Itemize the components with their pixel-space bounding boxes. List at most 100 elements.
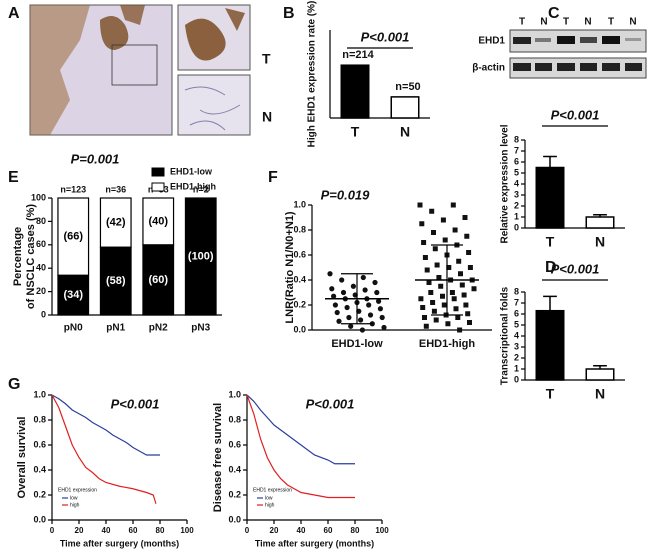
data-point [463,302,469,308]
data-point [367,312,374,318]
data-point [334,309,340,316]
x-tick-label: 100 [180,526,194,535]
panel-letter: E [8,169,19,186]
y-tick-label: 0 [41,309,46,319]
bar-segment [142,197,175,246]
lane-label: T [563,17,569,28]
segment-label: (40) [148,215,168,227]
lane-label: T [519,17,525,28]
survival-curve [246,394,355,499]
error-bar [543,155,557,168]
data-point [457,327,463,333]
y-tick-label: 20 [36,286,46,296]
data-point [379,314,385,321]
data-point [346,314,352,321]
sample-size: n=123 [60,184,86,194]
legend-label: low [70,495,78,501]
y-tick-label: 0.4 [33,464,46,474]
data-point [431,308,437,314]
data-point [464,233,470,239]
lane-label: T [608,17,614,28]
legend-swatch [151,167,165,177]
data-point [372,279,378,286]
panel-letter: B [283,5,295,22]
x-tick-label: 0 [245,526,250,535]
data-point [374,289,380,296]
bar [390,96,420,119]
image-label: T [262,51,271,67]
y-axis-label: of NSCLC cases (%) [25,204,37,309]
lane-label: N [629,17,636,28]
y-axis-label: Disease free survival [212,403,224,512]
data-point [440,293,445,299]
x-tick-label: pN3 [191,323,210,334]
error-bar [593,214,607,217]
y-tick-label: 6 [514,156,519,166]
y-tick-label: 3 [514,189,519,199]
y-tick-label: 4 [514,178,519,188]
bar [340,64,370,119]
y-tick-label: 0.4 [293,274,306,284]
data-point [362,287,368,293]
data-point [462,215,468,220]
error-bar [593,364,607,369]
legend-title: EHD1 expression [253,487,292,493]
data-point [459,282,465,288]
y-tick-label: 0.0 [293,324,306,334]
data-point [442,237,448,243]
x-tick-label: 60 [129,526,138,535]
sample-size: n=214 [342,49,374,61]
data-point [377,306,383,312]
legend-label: low [265,495,273,501]
y-tick-label: 7 [514,297,519,307]
sd-bar [431,244,463,316]
y-tick-label: 0.2 [228,489,241,499]
data-point [467,320,472,325]
p-value: P<0.001 [551,107,600,122]
sample-size: n=2 [193,184,209,194]
y-tick-label: 0.8 [293,224,306,234]
data-point [360,274,366,281]
legend-swatch [151,182,165,192]
x-tick-label: 60 [324,526,333,535]
data-point [418,296,424,302]
y-tick-label: 0.6 [33,439,46,449]
y-tick-label: 0.8 [228,414,241,424]
bar [585,216,615,229]
segment-label: (42) [106,216,126,228]
legend-label: high [70,502,80,508]
y-tick-label: 4 [514,330,519,340]
bar-segment [57,274,90,316]
y-tick-label: 40 [36,263,46,273]
data-point [456,258,462,264]
y-axis-label: Overall survival [16,417,28,499]
survival-curve [51,394,160,456]
x-tick-label: EHD1-low [331,338,383,350]
x-tick-label: N [595,386,605,402]
data-point [430,300,436,305]
y-axis-label: LNR(Ratio N1/N0+N1) [284,211,296,323]
y-axis-label: Percentage [12,227,24,286]
x-tick-label: 20 [75,526,84,535]
y-axis-label: High EHD1 expression rate (%) [307,1,318,148]
y-tick-label: 2 [514,352,519,362]
lane-label: N [540,17,547,28]
legend-label: EHD1-high [170,181,216,191]
p-value: P=0.019 [321,187,371,202]
x-tick-label: T [546,234,555,250]
y-axis-label: Relative expression level [500,124,511,243]
data-point [329,286,335,292]
data-point [426,280,432,285]
data-point [376,298,382,304]
panel-letter: D [545,259,557,276]
y-axis-label: Transcriptional folds [500,286,511,385]
y-tick-label: 7 [514,145,519,155]
y-tick-label: 1 [514,363,519,373]
data-point [466,250,472,255]
y-tick-label: 5 [514,319,519,329]
data-point [471,286,477,292]
bar [535,309,565,381]
data-point [339,277,345,283]
y-tick-label: 1.0 [293,199,306,209]
legend-label: EHD1-low [170,166,213,176]
